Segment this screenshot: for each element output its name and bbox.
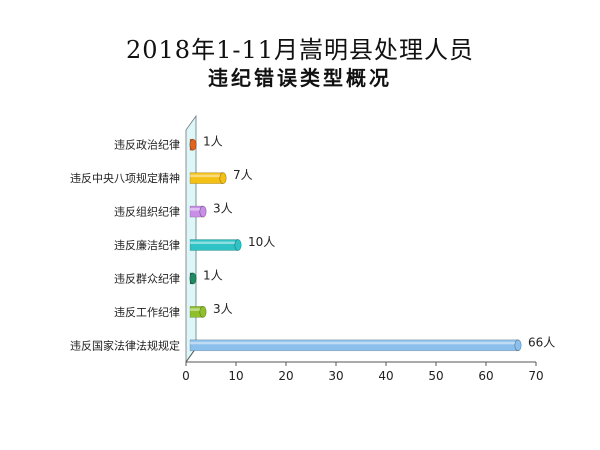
bar: [189, 172, 224, 184]
bar-cap: [189, 272, 197, 285]
x-tick-label: 40: [378, 369, 393, 383]
category-label: 违反政治纪律: [114, 138, 180, 152]
x-tick-label: 20: [278, 369, 293, 383]
data-label: 3人: [213, 302, 233, 316]
category-label: 违反廉洁纪律: [114, 238, 180, 252]
category-label: 违反群众纪律: [114, 271, 180, 285]
category-label: 违反工作纪律: [114, 306, 180, 319]
data-label: 3人: [213, 202, 233, 216]
x-tick-label: 0: [182, 369, 190, 383]
data-label: 7人: [233, 168, 253, 182]
x-tick-label: 30: [328, 369, 343, 383]
bar-highlight: [190, 208, 203, 211]
data-label: 10人: [248, 235, 275, 249]
x-tick-label: 60: [478, 369, 493, 383]
x-tick-label: 70: [528, 369, 543, 383]
chart-title: 2018年1-11月嵩明县处理人员: [126, 36, 474, 64]
bar: [189, 339, 519, 352]
data-label: 1人: [203, 268, 223, 282]
chart-wall: [185, 114, 197, 364]
chart-subtitle: 违纪错误类型概况: [208, 66, 392, 90]
bar-cap: [219, 172, 227, 184]
category-label: 违反中央八项规定精神: [70, 171, 180, 185]
bar-cap: [189, 138, 197, 151]
data-label: 66人: [528, 335, 555, 349]
x-tick-label: 10: [228, 369, 243, 383]
bar-highlight: [190, 241, 238, 244]
bar-cap: [234, 239, 242, 251]
bar-highlight: [190, 174, 223, 178]
bar-highlight: [190, 308, 203, 311]
bar: [189, 239, 239, 251]
bar-highlight: [190, 341, 518, 345]
bar-cap: [514, 339, 522, 352]
category-label: 违反组织纪律: [114, 205, 180, 219]
bar-cap: [199, 205, 207, 218]
x-tick-label: 50: [428, 369, 443, 383]
data-label: 1人: [203, 135, 223, 149]
category-label: 违反国家法律法规规定: [70, 338, 180, 352]
bar-cap: [199, 306, 207, 318]
